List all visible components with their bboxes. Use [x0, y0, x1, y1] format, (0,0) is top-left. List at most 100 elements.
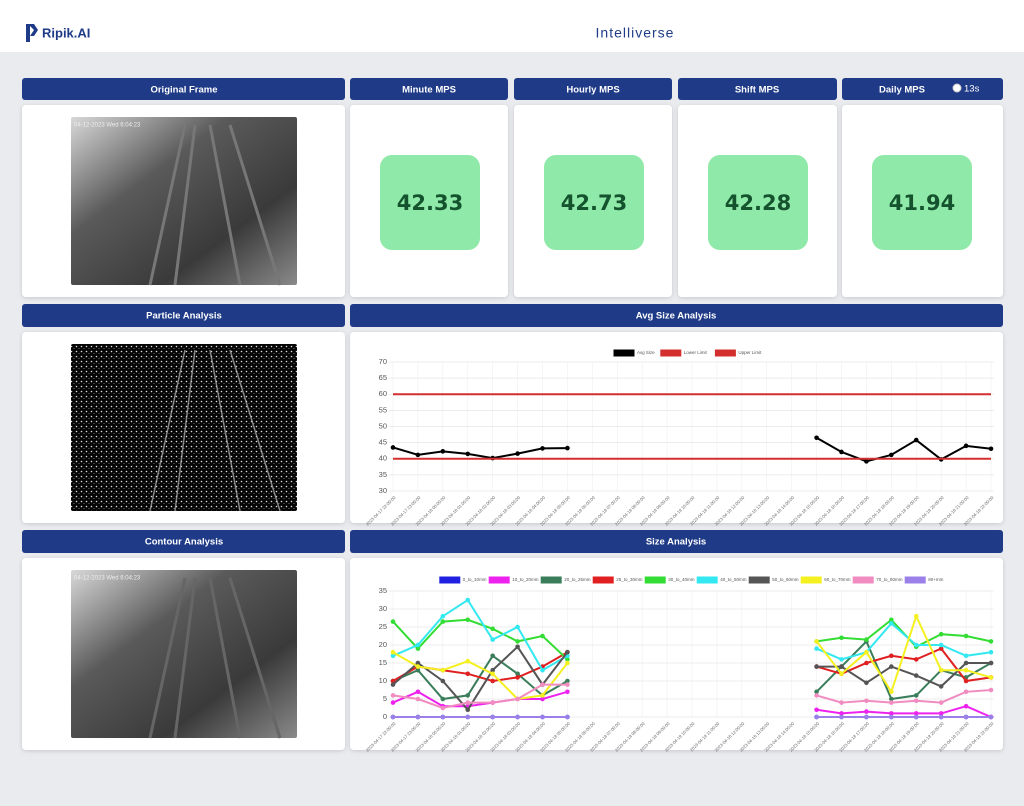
data-point: [913, 711, 919, 716]
data-point: [440, 696, 446, 702]
data-point: [814, 707, 819, 713]
panel-title: Daily MPS: [879, 85, 925, 96]
frame-timestamp: 04-12-2023 Wed 6:04:23: [74, 123, 141, 129]
y-tick-label: 40: [379, 454, 387, 463]
data-point: [415, 646, 421, 651]
data-point: [440, 449, 446, 454]
series-line: [816, 621, 992, 661]
data-point: [415, 667, 421, 673]
y-tick-label: 70: [379, 357, 387, 366]
legend-label: 60_to_70mm: [824, 577, 851, 582]
legend-label: 25_to_30mm: [616, 577, 643, 582]
data-point: [390, 682, 396, 687]
data-point: [839, 711, 844, 716]
data-point: [839, 714, 844, 720]
metric-tile: [872, 155, 972, 250]
y-tick-label: 25: [379, 622, 387, 631]
data-point: [490, 700, 495, 705]
data-point: [864, 459, 869, 464]
data-point: [814, 693, 819, 698]
series-line: [392, 654, 568, 701]
data-point: [440, 619, 446, 624]
metric-value: 41.94: [889, 191, 955, 215]
data-point: [889, 711, 894, 716]
data-point: [963, 653, 969, 659]
data-point: [440, 714, 446, 720]
metric-value: 42.33: [397, 191, 463, 215]
legend-label: 80+mm: [928, 577, 943, 582]
data-point: [465, 714, 471, 720]
data-point: [465, 700, 471, 705]
data-point: [864, 698, 869, 704]
data-point: [465, 707, 471, 713]
data-point: [963, 703, 969, 709]
data-point: [515, 624, 520, 630]
legend-label: Lower Limit: [684, 350, 708, 355]
panel-title: Particle Analysis: [146, 311, 222, 322]
data-point: [938, 646, 944, 651]
data-point: [490, 678, 495, 684]
y-tick-label: 15: [379, 658, 387, 667]
data-point: [565, 445, 570, 451]
panel-title: Shift MPS: [735, 85, 779, 96]
card: [350, 558, 1003, 750]
panel-title: Size Analysis: [646, 537, 706, 548]
y-tick-label: 30: [379, 486, 387, 495]
legend-label: Upper Limit: [738, 350, 762, 355]
data-point: [814, 639, 819, 644]
data-point: [913, 693, 919, 698]
legend-swatch: [696, 576, 718, 584]
frame-timestamp: 04-12-2023 Wed 6:04:23: [74, 576, 141, 582]
data-point: [988, 675, 994, 680]
data-point: [490, 637, 495, 642]
data-point: [963, 689, 969, 695]
data-point: [515, 639, 520, 644]
data-point: [565, 682, 570, 687]
legend-swatch: [904, 576, 926, 584]
legend-swatch: [852, 576, 874, 584]
data-point: [540, 667, 545, 673]
data-point: [415, 642, 421, 648]
panel-title: Avg Size Analysis: [636, 311, 717, 322]
data-point: [889, 452, 894, 458]
panel-header: [22, 78, 345, 100]
metric-tile: [708, 155, 808, 250]
panel-title: Minute MPS: [402, 85, 456, 96]
timer: 13s: [964, 84, 980, 95]
logo: Ripik.AI: [42, 25, 90, 40]
data-point: [938, 667, 944, 673]
series-line: [392, 598, 568, 672]
data-point: [839, 700, 844, 705]
data-point: [390, 714, 396, 720]
metric-value: 42.73: [561, 191, 627, 215]
data-point: [390, 649, 396, 655]
data-point: [565, 657, 570, 662]
data-point: [889, 664, 894, 669]
data-point: [864, 637, 869, 642]
y-tick-label: 50: [379, 421, 387, 430]
data-point: [415, 660, 421, 666]
y-tick-label: 45: [379, 438, 387, 447]
series-line: [816, 705, 992, 718]
data-point: [814, 689, 819, 695]
data-point: [913, 673, 919, 678]
panel-title: Contour Analysis: [145, 537, 223, 548]
data-point: [963, 714, 969, 720]
legend-swatch: [644, 576, 666, 584]
data-point: [913, 698, 919, 704]
data-point: [839, 449, 844, 455]
data-point: [889, 617, 894, 623]
data-point: [889, 696, 894, 702]
data-point: [515, 675, 520, 680]
panel-header: [22, 530, 345, 553]
data-point: [540, 446, 545, 451]
panel-header: [514, 78, 672, 100]
series-line: [392, 651, 569, 701]
data-point: [864, 714, 869, 720]
data-point: [864, 649, 869, 655]
data-point: [465, 658, 471, 664]
data-point: [988, 687, 994, 693]
data-point: [490, 667, 495, 673]
data-point: [988, 649, 994, 655]
data-point: [540, 693, 545, 698]
